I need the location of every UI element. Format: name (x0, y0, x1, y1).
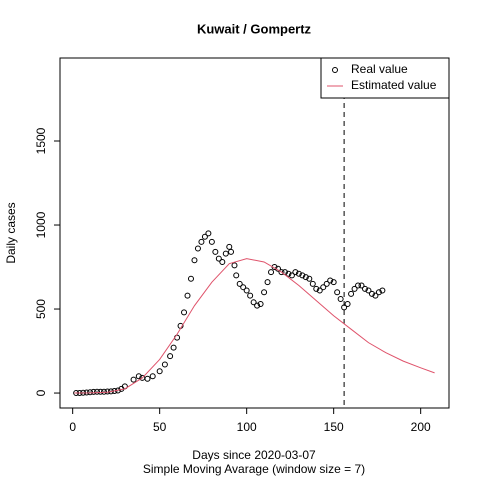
x-tick-label: 100 (237, 420, 257, 434)
point (236, 280, 243, 287)
point (205, 230, 212, 237)
point (240, 284, 247, 291)
point (212, 248, 219, 255)
point (341, 304, 348, 311)
point (344, 300, 351, 307)
point (323, 280, 330, 287)
point (167, 353, 174, 360)
point (278, 269, 285, 276)
point (368, 290, 375, 297)
point (372, 292, 379, 299)
point (191, 257, 198, 264)
subtitle: Simple Moving Avarage (window size = 7) (143, 462, 365, 476)
point (170, 344, 177, 351)
point (198, 238, 205, 245)
point (90, 388, 97, 395)
point (144, 375, 151, 382)
point (327, 277, 334, 284)
point (320, 284, 327, 291)
point (351, 285, 358, 292)
legend-label: Real value (351, 62, 408, 76)
point (257, 300, 264, 307)
point (247, 292, 254, 299)
point (316, 287, 323, 294)
point (306, 275, 313, 282)
point (348, 290, 355, 297)
y-tick-label: 0 (34, 389, 48, 396)
point (233, 272, 240, 279)
plot-box (59, 57, 450, 409)
point (149, 373, 156, 380)
line (74, 258, 435, 394)
point (231, 262, 238, 269)
point (379, 287, 386, 294)
point (334, 289, 341, 296)
x-tick-label: 200 (411, 420, 431, 434)
legend-label: Estimated value (351, 78, 437, 92)
point (254, 302, 261, 309)
point (264, 279, 271, 286)
point (292, 269, 299, 276)
x-tick-label: 0 (69, 420, 76, 434)
point (330, 279, 337, 286)
point (161, 361, 168, 368)
point (187, 275, 194, 282)
point (309, 280, 316, 287)
point (215, 255, 222, 262)
point (299, 272, 306, 279)
point (219, 258, 226, 265)
point (181, 309, 188, 316)
point (261, 289, 268, 296)
point (295, 270, 302, 277)
point (194, 245, 201, 252)
y-tick-label: 500 (34, 299, 48, 319)
y-tick-label: 1000 (34, 211, 48, 238)
x-tick-label: 150 (324, 420, 344, 434)
point (243, 287, 250, 294)
legend-box (320, 57, 450, 99)
point (208, 238, 215, 245)
point (337, 295, 344, 302)
point (156, 368, 163, 375)
point (135, 373, 142, 380)
point (94, 388, 101, 395)
legend-symbol (332, 67, 338, 73)
point (97, 388, 104, 395)
x-tick-label: 50 (153, 420, 167, 434)
point (285, 270, 292, 277)
x-axis-label: Days since 2020-03-07 (192, 448, 316, 462)
point (358, 282, 365, 289)
point (375, 289, 382, 296)
point (288, 272, 295, 279)
point (201, 233, 208, 240)
point (130, 376, 137, 383)
chart-title: Kuwait / Gompertz (197, 21, 312, 36)
point (313, 285, 320, 292)
y-axis-label: Daily cases (4, 202, 18, 263)
point (365, 287, 372, 294)
point (100, 388, 107, 395)
point (361, 285, 368, 292)
point (355, 282, 362, 289)
point (87, 389, 94, 396)
point (222, 250, 229, 257)
point (226, 243, 233, 250)
point (268, 269, 275, 276)
point (250, 299, 257, 306)
point (184, 292, 191, 299)
y-tick-label: 1500 (34, 127, 48, 154)
point (228, 248, 235, 255)
point (302, 274, 309, 281)
